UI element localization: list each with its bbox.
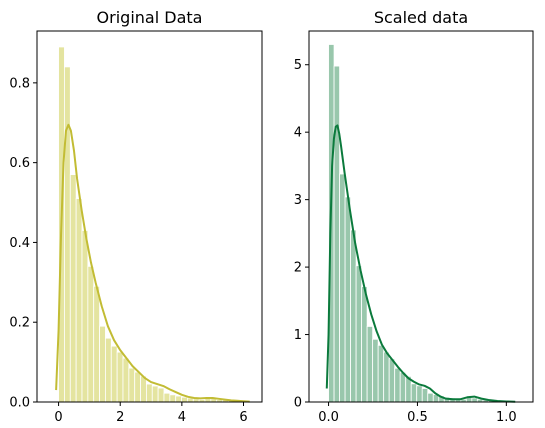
histogram-bar bbox=[471, 397, 478, 403]
histogram-bar bbox=[344, 196, 351, 403]
histogram-bar bbox=[372, 338, 379, 403]
histogram-bar bbox=[99, 325, 106, 403]
histogram-bar bbox=[134, 371, 141, 403]
histogram-bar bbox=[163, 392, 171, 403]
histogram-bar bbox=[81, 230, 89, 403]
chart-title: Original Data bbox=[97, 8, 203, 27]
y-tick-label: 0 bbox=[294, 396, 302, 411]
y-tick-label: 3 bbox=[294, 193, 302, 208]
histogram-bar bbox=[75, 198, 83, 403]
histogram-bar bbox=[175, 395, 182, 403]
chart-panel-original-data: 0 2 4 6 0.0 0.2 0.4 0.6 0.8 Original Data bbox=[9, 8, 263, 425]
axes-frame bbox=[36, 30, 263, 403]
histogram-bar bbox=[377, 344, 385, 403]
y-tick-label: 0.6 bbox=[9, 156, 30, 171]
histogram-bar bbox=[339, 173, 346, 403]
y-tick-label: 0.2 bbox=[9, 316, 30, 331]
histogram-bar bbox=[399, 371, 407, 403]
y-tick-label: 0.4 bbox=[9, 236, 30, 251]
x-tick-label: 1.0 bbox=[496, 410, 517, 425]
y-tick-label: 5 bbox=[294, 58, 302, 73]
histogram-bar bbox=[421, 388, 429, 403]
histogram-bar bbox=[181, 396, 188, 403]
histogram-bar bbox=[69, 174, 77, 403]
y-tick-label: 1 bbox=[294, 328, 302, 343]
histogram-bar bbox=[93, 285, 100, 403]
histogram-bar bbox=[169, 394, 177, 403]
histogram-bar bbox=[128, 367, 136, 403]
histogram-bar bbox=[394, 367, 401, 403]
histogram-bar bbox=[140, 375, 147, 403]
histogram-bar bbox=[366, 326, 374, 403]
x-tick-label: 0.5 bbox=[407, 410, 428, 425]
histogram-bars bbox=[328, 44, 511, 403]
histogram-bar bbox=[361, 286, 368, 403]
histogram-bar bbox=[427, 392, 434, 403]
histogram-bar bbox=[157, 387, 165, 403]
axes-frame bbox=[308, 30, 534, 403]
histogram-bar bbox=[355, 265, 363, 403]
histogram-bar bbox=[333, 65, 340, 403]
histogram-bar bbox=[122, 357, 130, 403]
histogram-bar bbox=[410, 383, 418, 403]
y-tick-label: 0.8 bbox=[9, 76, 30, 91]
y-tick-label: 0.0 bbox=[9, 396, 30, 411]
y-tick-label: 2 bbox=[294, 261, 302, 276]
histogram-bar bbox=[388, 358, 396, 403]
x-tick-label: 2 bbox=[116, 410, 124, 425]
x-tick-label: 0.0 bbox=[318, 410, 339, 425]
kde-line bbox=[325, 124, 516, 403]
histogram-bar bbox=[110, 345, 118, 403]
x-tick-label: 6 bbox=[239, 410, 247, 425]
histogram-bar bbox=[151, 385, 159, 403]
histogram-bar bbox=[64, 66, 71, 403]
kde-line bbox=[55, 123, 250, 403]
histogram-bar bbox=[350, 229, 357, 403]
y-tick-label: 4 bbox=[294, 126, 302, 141]
histogram-bar bbox=[383, 351, 390, 403]
histogram-bar bbox=[146, 383, 153, 403]
histogram-bar bbox=[105, 337, 112, 403]
x-tick-label: 4 bbox=[178, 410, 186, 425]
chart-panel-scaled-data: 0.0 0.5 1.0 0 1 2 3 4 5 Scaled data bbox=[294, 8, 534, 425]
histogram-bar bbox=[416, 385, 423, 403]
x-tick-label: 0 bbox=[54, 410, 62, 425]
chart-title: Scaled data bbox=[374, 8, 468, 27]
histogram-bar bbox=[116, 351, 124, 403]
histogram-bars bbox=[58, 46, 253, 403]
histogram-bar bbox=[87, 265, 95, 403]
